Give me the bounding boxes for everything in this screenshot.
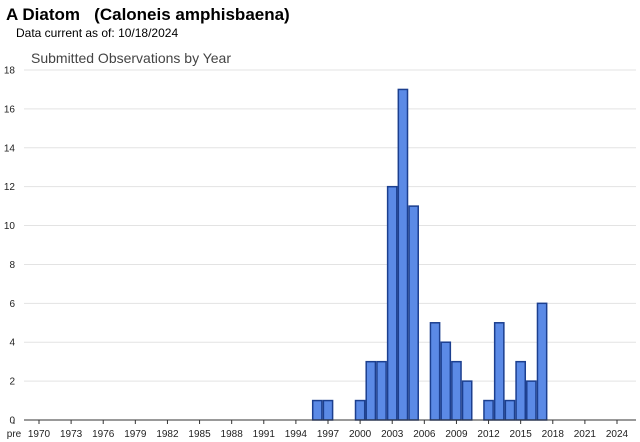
x-tick-label: pre [7,429,22,440]
x-tick-label: 2015 [510,429,533,440]
y-tick-label: 2 [9,377,15,388]
bar-2012 [483,399,494,421]
x-tick-label: 1988 [221,429,244,440]
x-tick-label: 1982 [156,429,179,440]
x-tick-label: 2024 [606,429,629,440]
y-tick-label: 18 [4,66,16,77]
bar-2008 [440,341,452,421]
bar-2017 [536,302,548,421]
bar-2000 [354,399,366,421]
species-scientific-name: (Caloneis amphisbaena) [94,5,290,24]
bar-2004 [397,88,409,421]
x-tick-label: 1985 [188,429,211,440]
y-tick-label: 8 [9,260,15,271]
x-tick-label: 1994 [285,429,308,440]
bar-2014 [504,399,516,421]
bar-2001 [365,360,377,421]
y-tick-label: 16 [4,104,16,115]
x-tick-label: 2000 [349,429,372,440]
data-current-date: 10/18/2024 [118,26,179,40]
x-tick-label: 1979 [124,429,147,440]
data-current-label: Data current as of: [16,26,115,40]
y-tick-label: 0 [9,416,15,427]
x-tick-label: 1973 [60,429,83,440]
x-tick-label: 1976 [92,429,115,440]
x-tick-label: 1970 [28,429,51,440]
bar-1996 [311,399,323,421]
bar-1997 [322,399,334,421]
x-tick-label: 2003 [381,429,404,440]
bar-2013 [493,322,505,421]
x-tick-label: 1991 [253,429,276,440]
bar-2002 [376,360,387,421]
x-tick-label: 2021 [574,429,597,440]
species-common-name: A Diatom [6,5,80,24]
y-tick-label: 12 [4,182,16,193]
chart-title: Submitted Observations by Year [31,50,231,66]
x-tick-label: 2018 [542,429,565,440]
x-tick-label: 1997 [317,429,340,440]
y-tick-label: 10 [4,221,16,232]
bar-2010 [461,380,473,421]
x-axis-ticks: pre 1970 1973 1976 1979 1982 1985 1988 1991 1994 1… [7,420,629,440]
x-tick-label: 2006 [413,429,436,440]
gridlines [24,69,636,382]
y-axis-ticks: 0 2 4 6 8 10 12 14 16 18 [4,66,16,427]
bar-2015 [515,360,527,421]
y-tick-label: 4 [9,338,15,349]
data-current-line: Data current as of: 10/18/2024 [16,26,178,40]
y-tick-label: 6 [9,299,15,310]
x-tick-label: 2009 [445,429,468,440]
bar-2007 [429,322,441,421]
y-tick-label: 14 [4,143,16,154]
x-tick-label: 2012 [477,429,500,440]
bar-2016 [526,380,537,421]
bar-2005 [408,205,419,421]
bars [311,88,548,421]
page-heading: A Diatom (Caloneis amphisbaena) [6,5,290,25]
bar-2003 [386,185,398,421]
bar-2009 [451,360,462,421]
